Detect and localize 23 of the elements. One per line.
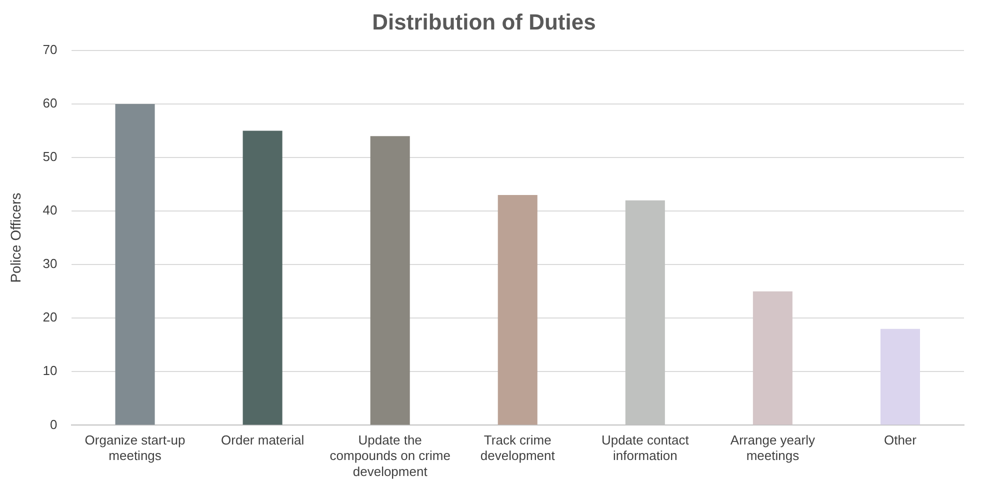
y-axis-title: Police Officers (7, 192, 24, 283)
y-tick-label: 50 (42, 149, 58, 164)
bar (752, 291, 792, 425)
x-tick-label: Update contact information (601, 432, 690, 464)
bar (115, 104, 155, 425)
x-tick-label: Update the compounds on crime development (330, 432, 450, 479)
x-tick-label: Track crime development (480, 432, 556, 464)
x-tick-label: Organize start-up meetings (84, 432, 186, 464)
y-tick-label: 0 (50, 416, 58, 432)
bar (498, 194, 538, 425)
x-tick-label: Arrange yearly meetings (730, 432, 816, 464)
y-tick-label: 20 (42, 310, 58, 325)
y-tick-label: 60 (42, 96, 58, 111)
bar (370, 136, 410, 425)
y-tick-label: 10 (42, 363, 58, 378)
x-tick-label: Order material (221, 432, 304, 448)
x-tick-label: Other (884, 432, 918, 448)
bar (242, 130, 282, 425)
chart-title: Distribution of Duties (372, 9, 596, 34)
y-tick-label: 40 (42, 202, 58, 218)
y-tick-label: 70 (42, 42, 58, 57)
bar (880, 328, 920, 425)
y-tick-label: 30 (42, 256, 58, 272)
